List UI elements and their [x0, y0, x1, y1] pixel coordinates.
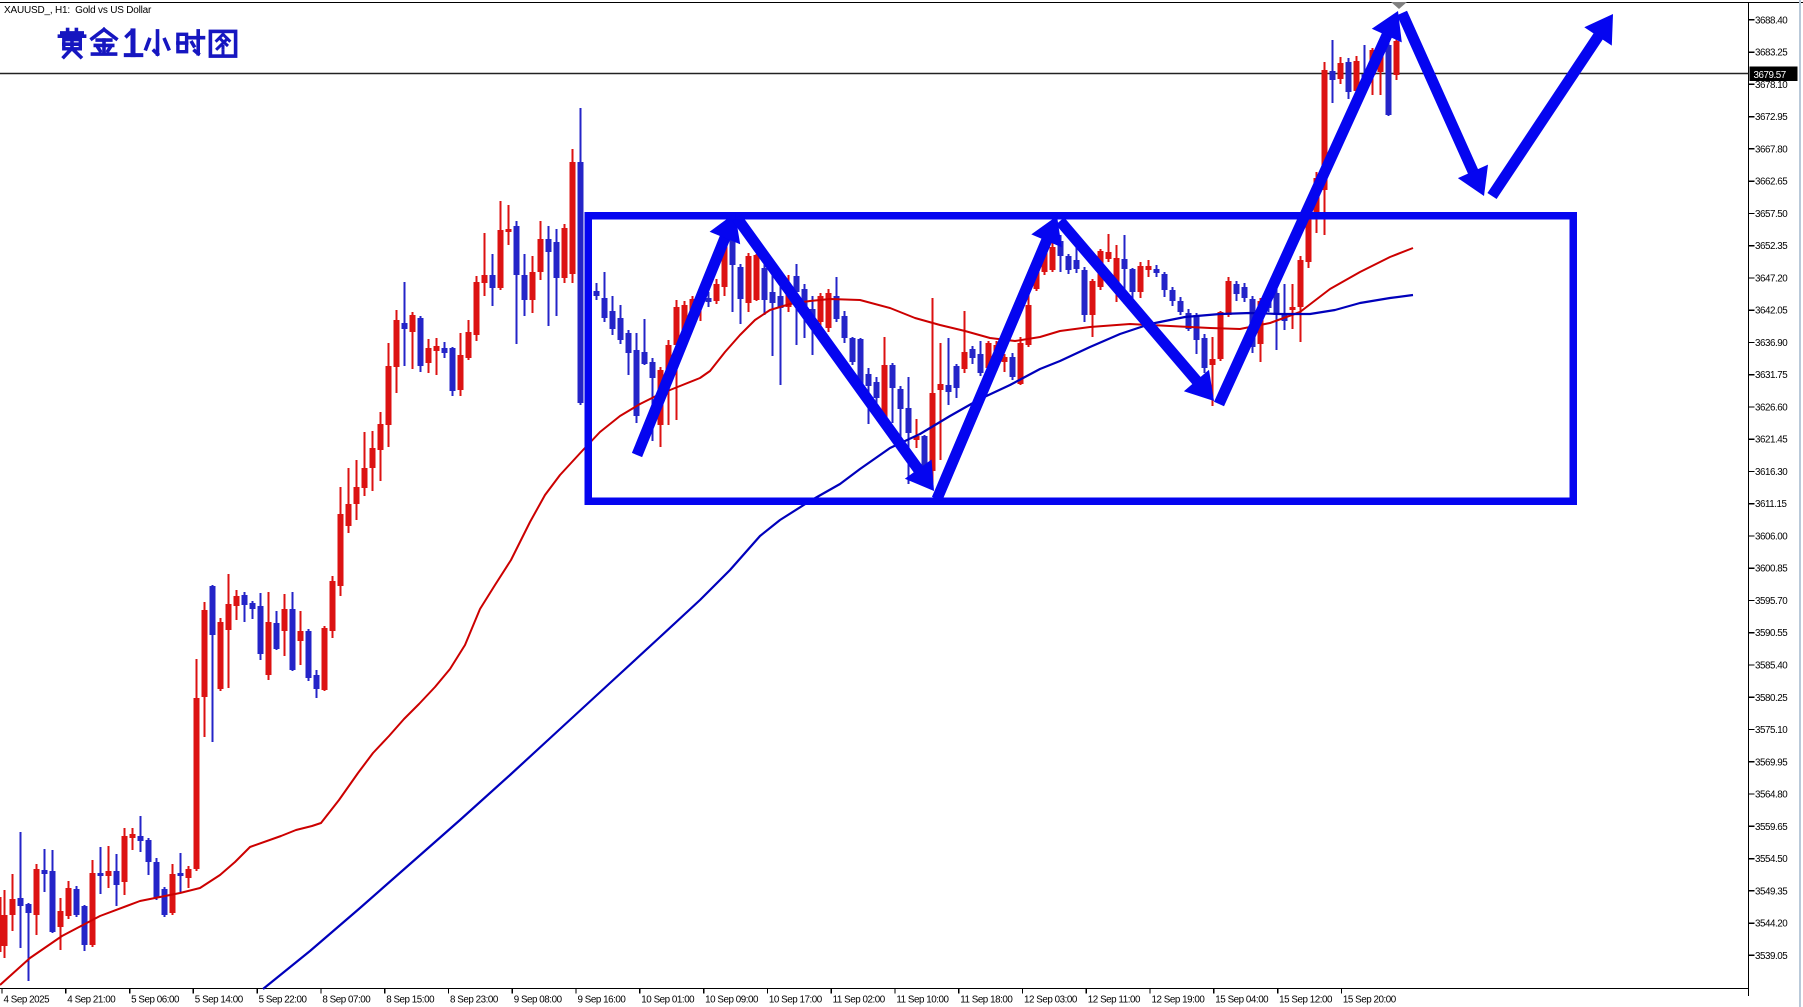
- svg-text:3678.10: 3678.10: [1755, 80, 1788, 91]
- svg-text:3672.95: 3672.95: [1755, 112, 1788, 123]
- svg-text:3590.55: 3590.55: [1755, 628, 1788, 639]
- svg-text:8 Sep 15:00: 8 Sep 15:00: [386, 994, 435, 1005]
- svg-text:15 Sep 04:00: 15 Sep 04:00: [1215, 994, 1269, 1005]
- svg-text:3616.30: 3616.30: [1755, 467, 1788, 478]
- svg-text:3626.60: 3626.60: [1755, 402, 1788, 413]
- svg-text:3539.05: 3539.05: [1755, 951, 1788, 962]
- svg-text:10 Sep 17:00: 10 Sep 17:00: [769, 994, 823, 1005]
- svg-text:3580.25: 3580.25: [1755, 693, 1788, 704]
- svg-text:3600.85: 3600.85: [1755, 564, 1788, 575]
- svg-text:3636.90: 3636.90: [1755, 338, 1788, 349]
- svg-text:15 Sep 12:00: 15 Sep 12:00: [1279, 994, 1333, 1005]
- svg-text:3621.45: 3621.45: [1755, 435, 1788, 446]
- svg-text:11 Sep 18:00: 11 Sep 18:00: [960, 994, 1013, 1005]
- svg-text:3611.15: 3611.15: [1755, 499, 1788, 510]
- svg-text:9 Sep 16:00: 9 Sep 16:00: [578, 994, 627, 1005]
- svg-text:3564.80: 3564.80: [1755, 790, 1788, 801]
- svg-text:4 Sep 21:00: 4 Sep 21:00: [67, 994, 116, 1005]
- svg-text:12 Sep 11:00: 12 Sep 11:00: [1088, 994, 1141, 1005]
- svg-text:10 Sep 09:00: 10 Sep 09:00: [705, 994, 759, 1005]
- svg-text:3662.65: 3662.65: [1755, 177, 1788, 188]
- svg-text:XAUUSD_, H1: Gold vs US Dolla: XAUUSD_, H1: Gold vs US Dollar: [4, 5, 152, 16]
- svg-text:12 Sep 03:00: 12 Sep 03:00: [1024, 994, 1078, 1005]
- svg-text:9 Sep 08:00: 9 Sep 08:00: [514, 994, 563, 1005]
- svg-text:3585.40: 3585.40: [1755, 661, 1788, 672]
- svg-text:5 Sep 06:00: 5 Sep 06:00: [131, 994, 180, 1005]
- svg-text:3652.35: 3652.35: [1755, 241, 1788, 252]
- svg-text:12 Sep 19:00: 12 Sep 19:00: [1152, 994, 1206, 1005]
- svg-text:5 Sep 22:00: 5 Sep 22:00: [259, 994, 308, 1005]
- svg-text:3631.75: 3631.75: [1755, 370, 1788, 381]
- svg-text:3683.25: 3683.25: [1755, 48, 1788, 59]
- svg-text:3667.80: 3667.80: [1755, 144, 1788, 155]
- svg-text:3679.57: 3679.57: [1754, 70, 1786, 81]
- svg-text:3688.40: 3688.40: [1755, 15, 1788, 26]
- svg-text:3642.05: 3642.05: [1755, 306, 1788, 317]
- svg-text:3606.00: 3606.00: [1755, 532, 1788, 543]
- svg-text:3595.70: 3595.70: [1755, 596, 1788, 607]
- svg-text:10 Sep 01:00: 10 Sep 01:00: [641, 994, 695, 1005]
- svg-text:15 Sep 20:00: 15 Sep 20:00: [1343, 994, 1397, 1005]
- svg-text:8 Sep 23:00: 8 Sep 23:00: [450, 994, 499, 1005]
- svg-text:8 Sep 07:00: 8 Sep 07:00: [322, 994, 371, 1005]
- svg-text:11 Sep 10:00: 11 Sep 10:00: [896, 994, 949, 1005]
- svg-text:3544.20: 3544.20: [1755, 919, 1788, 930]
- svg-text:3647.20: 3647.20: [1755, 273, 1788, 284]
- svg-text:3549.35: 3549.35: [1755, 886, 1788, 897]
- svg-text:3569.95: 3569.95: [1755, 757, 1788, 768]
- svg-text:3575.10: 3575.10: [1755, 725, 1788, 736]
- svg-text:5 Sep 14:00: 5 Sep 14:00: [195, 994, 244, 1005]
- svg-text:3559.65: 3559.65: [1755, 822, 1788, 833]
- svg-text:3554.50: 3554.50: [1755, 854, 1788, 865]
- svg-text:3657.50: 3657.50: [1755, 209, 1788, 220]
- svg-text:11 Sep 02:00: 11 Sep 02:00: [833, 994, 886, 1005]
- svg-text:4 Sep 2025: 4 Sep 2025: [4, 994, 51, 1005]
